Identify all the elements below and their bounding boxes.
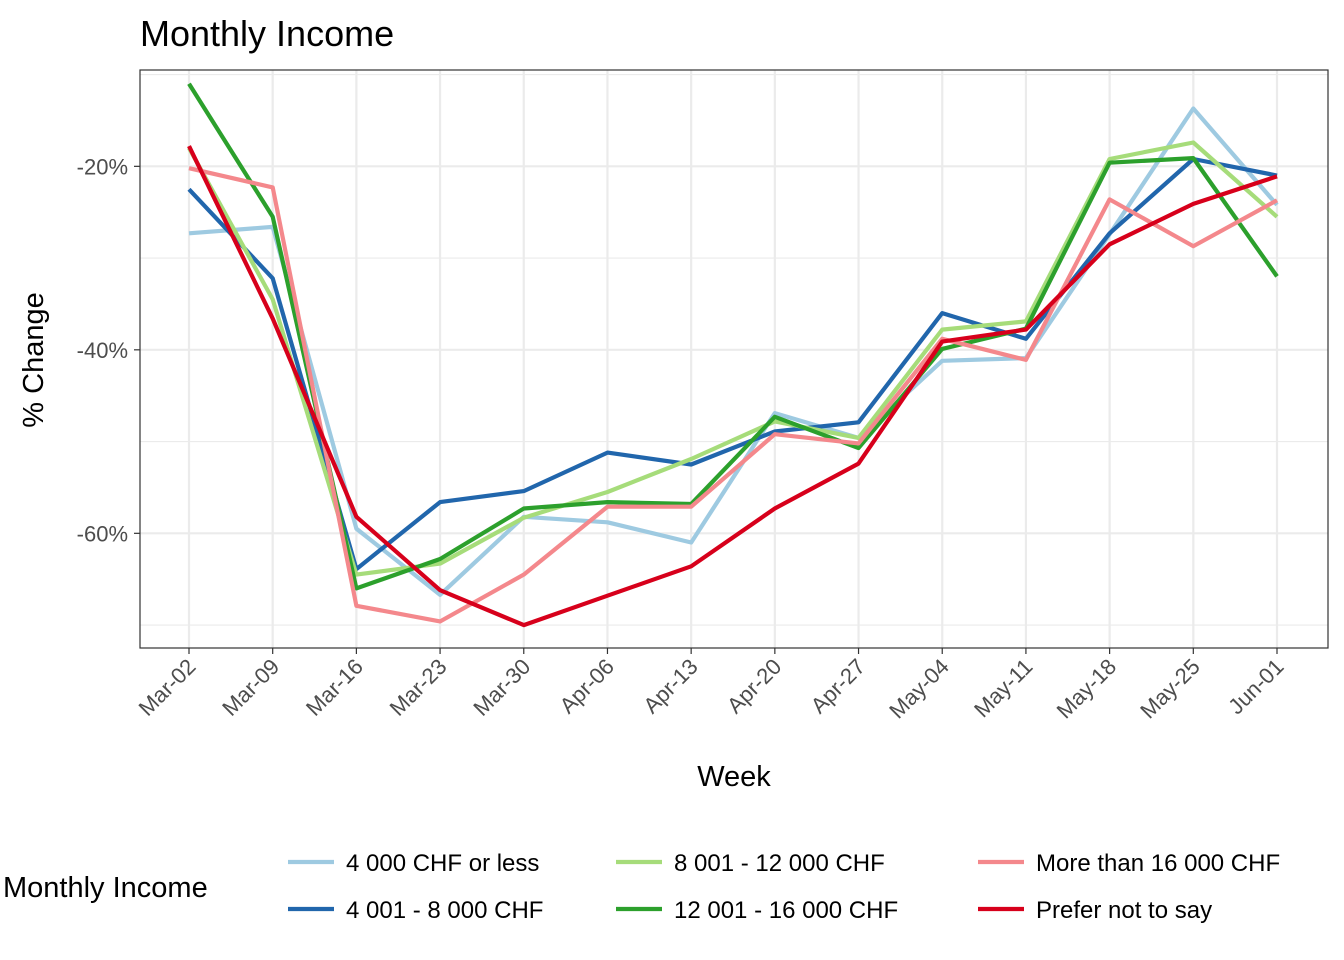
legend-label-1: 4 000 CHF or less xyxy=(346,850,539,877)
x-tick-label: Apr-13 xyxy=(638,654,702,718)
x-tick-label: May-25 xyxy=(1135,654,1205,724)
y-axis-title: % Change xyxy=(18,292,50,427)
series-line-1 xyxy=(188,106,1279,597)
x-tick-label: Mar-09 xyxy=(217,654,284,721)
x-tick-label: Mar-16 xyxy=(301,654,368,721)
x-axis-title: Week xyxy=(697,761,771,793)
series-line-2 xyxy=(187,156,1278,572)
legend-label-2: 4 001 - 8 000 CHF xyxy=(346,897,543,924)
x-tick-label: May-11 xyxy=(969,654,1037,722)
legend-label-4: 12 001 - 16 000 CHF xyxy=(674,897,898,924)
x-tick-label: Mar-30 xyxy=(468,654,535,721)
y-tick-label: -60% xyxy=(77,521,128,546)
chart-title: Monthly Income xyxy=(140,13,394,54)
plot-background xyxy=(140,70,1328,648)
x-tick-label: Jun-01 xyxy=(1223,654,1288,719)
legend-label-6: Prefer not to say xyxy=(1036,897,1212,924)
x-tick-label: Mar-23 xyxy=(385,654,452,721)
series-line-5 xyxy=(188,166,1279,624)
x-tick-label: Apr-20 xyxy=(722,654,786,718)
y-tick-label: -40% xyxy=(77,338,128,363)
legend-label-3: 8 001 - 12 000 CHF xyxy=(674,850,885,877)
series-line-4 xyxy=(187,82,1279,591)
legend: Monthly Income 4 000 CHF or less 4 001 - … xyxy=(3,850,1280,924)
x-tick-label: Mar-02 xyxy=(134,654,201,721)
x-tick-label: May-18 xyxy=(1052,654,1122,724)
legend-title: Monthly Income xyxy=(3,872,208,904)
x-tick-label: Apr-27 xyxy=(806,654,870,718)
plot-area: -60% -40% -20% Mar-02 Mar-09 Mar-16 Mar-23 Mar-… xyxy=(77,69,1329,724)
plot-border xyxy=(139,69,1329,649)
x-tick-label: Apr-06 xyxy=(555,654,619,718)
y-tick-label: -20% xyxy=(77,154,128,179)
series-line-6 xyxy=(187,145,1278,628)
x-tick-label: May-04 xyxy=(884,654,954,724)
legend-label-5: More than 16 000 CHF xyxy=(1036,850,1280,877)
